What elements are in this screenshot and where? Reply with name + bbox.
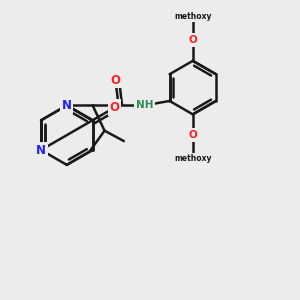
Text: methoxy: methoxy <box>174 12 212 21</box>
Text: O: O <box>188 130 197 140</box>
Text: O: O <box>110 101 119 114</box>
Text: methoxy: methoxy <box>174 154 212 164</box>
Text: N: N <box>36 143 46 157</box>
Text: O: O <box>188 35 197 45</box>
Text: N: N <box>62 99 72 112</box>
Text: O: O <box>110 74 121 87</box>
Text: NH: NH <box>136 100 153 110</box>
